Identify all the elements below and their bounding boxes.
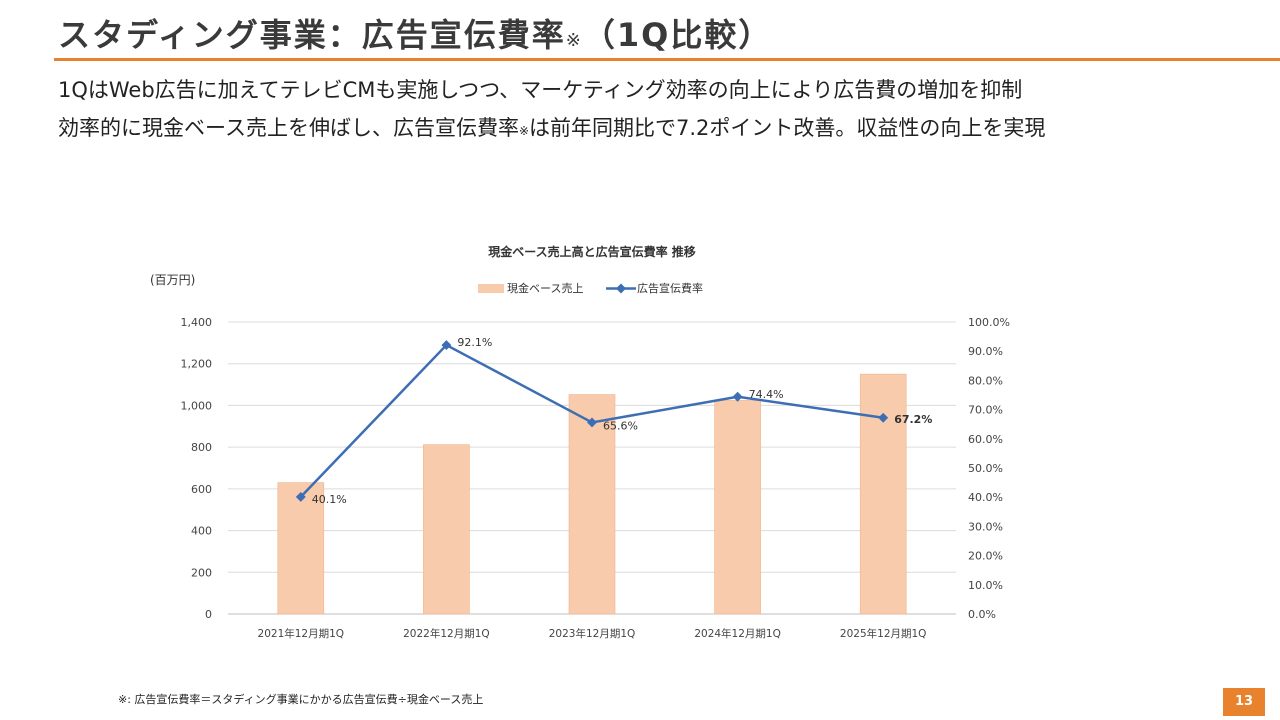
data-label: 92.1% — [457, 336, 492, 349]
title-suffix: （1Q比較） — [582, 16, 773, 54]
lead-note-mark: ※ — [518, 124, 530, 138]
left-axis: 0 200 400 600 800 1,000 1,200 1,400 — [181, 316, 213, 621]
legend-swatch-marker — [616, 283, 626, 294]
category-label: 2023年12月期1Q — [549, 627, 636, 640]
category-label: 2021年12月期1Q — [258, 627, 345, 640]
left-tick-label: 800 — [191, 441, 212, 454]
right-tick-label: 80.0% — [968, 374, 1003, 387]
data-label: 67.2% — [894, 413, 932, 426]
bar-series — [277, 373, 907, 615]
right-tick-label: 30.0% — [968, 520, 1003, 533]
left-axis-unit: (百万円) — [150, 273, 195, 287]
right-tick-label: 60.0% — [968, 433, 1003, 446]
right-tick-label: 20.0% — [968, 550, 1003, 563]
lead-line-2-end: は前年同期比で7.2ポイント改善。収益性の向上を実現 — [529, 116, 1046, 140]
left-tick-label: 600 — [191, 483, 212, 496]
right-tick-label: 40.0% — [968, 491, 1003, 504]
category-label: 2022年12月期1Q — [403, 627, 490, 640]
page-number: 13 — [1223, 688, 1265, 716]
rate-marker — [587, 417, 597, 428]
data-label: 65.6% — [603, 419, 638, 432]
line-series: 40.1% 92.1% 65.6% 74.4% 67.2% — [295, 336, 932, 506]
rate-marker — [441, 340, 452, 351]
data-label: 74.4% — [749, 388, 784, 401]
chart-legend: 現金ベース売上 広告宣伝費率 — [478, 281, 703, 295]
title-note-mark: ※ — [565, 30, 583, 51]
chart-title: 現金ベース売上高と広告宣伝費率 推移 — [488, 244, 696, 259]
right-tick-label: 90.0% — [968, 345, 1003, 358]
right-tick-label: 50.0% — [968, 462, 1003, 475]
category-label: 2024年12月期1Q — [694, 627, 781, 640]
lead-line-2: 効率的に現金ベース売上を伸ばし、広告宣伝費率※は前年同期比で7.2ポイント改善。… — [58, 112, 1045, 142]
right-tick-label: 70.0% — [968, 404, 1003, 417]
left-tick-label: 200 — [191, 566, 212, 579]
right-tick-label: 100.0% — [968, 316, 1010, 329]
left-tick-label: 1,000 — [181, 399, 213, 412]
left-tick-label: 0 — [205, 608, 212, 621]
rate-marker — [878, 412, 889, 423]
legend-label: 現金ベース売上 — [507, 281, 583, 295]
rate-marker — [732, 391, 743, 402]
lead-line-1: 1QはWeb広告に加えてテレビCMも実施しつつ、マーケティング効率の向上により広… — [58, 78, 1023, 102]
bar — [859, 373, 907, 615]
bar — [714, 400, 761, 615]
bar — [423, 444, 470, 615]
bar — [568, 394, 616, 615]
legend-swatch-bar — [478, 284, 504, 293]
footnote: ※: 広告宣伝費率＝スタディング事業にかかる広告宣伝費÷現金ベース売上 — [118, 693, 484, 706]
left-tick-label: 1,200 — [181, 358, 213, 371]
left-tick-label: 1,400 — [181, 316, 213, 329]
page-title: スタディング事業：広告宣伝費率※（1Q比較） — [58, 10, 772, 56]
data-label: 40.1% — [312, 493, 347, 506]
right-tick-label: 10.0% — [968, 579, 1003, 592]
lead-line-2-start: 効率的に現金ベース売上を伸ばし、広告宣伝費率 — [58, 116, 519, 140]
left-tick-label: 400 — [191, 525, 212, 538]
bar — [277, 482, 325, 615]
title-text: スタディング事業：広告宣伝費率 — [58, 16, 566, 54]
title-divider — [54, 58, 1280, 61]
legend-label: 広告宣伝費率 — [637, 281, 703, 295]
category-label: 2025年12月期1Q — [840, 627, 927, 640]
rate-marker — [295, 491, 306, 502]
right-tick-label: 0.0% — [968, 608, 996, 621]
x-axis: 2021年12月期1Q 2022年12月期1Q 2023年12月期1Q 2024年12… — [258, 627, 927, 640]
right-axis: 0.0% 10.0% 20.0% 30.0% 40.0% 50.0% 60.0% 70.0% 8… — [968, 316, 1010, 621]
